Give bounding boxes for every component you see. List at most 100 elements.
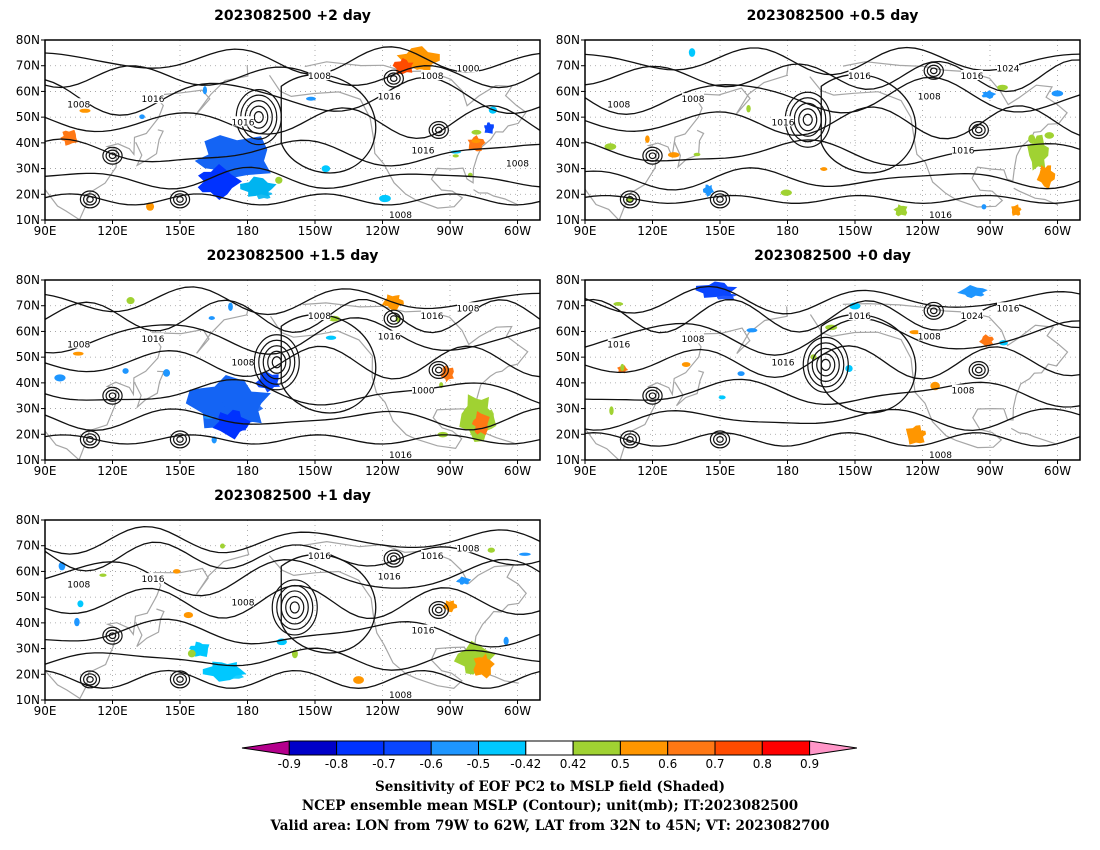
pressure-center-contour [968, 361, 989, 380]
isobar-label: 1008 [67, 580, 90, 590]
isobar-label-bg [412, 624, 434, 635]
lat-label: 50N [556, 350, 580, 364]
isobar-label-bg [997, 62, 1019, 73]
sensitivity-shade [981, 90, 997, 99]
lon-label: 120W [365, 224, 400, 238]
sensitivity-patch [187, 649, 196, 658]
pressure-center-contour [428, 361, 449, 380]
lat-label: 30N [16, 162, 40, 176]
pressure-center-contour [926, 64, 941, 78]
isobar-label: 1008 [421, 72, 444, 82]
sensitivity-patch [609, 406, 614, 416]
isobar-line [45, 669, 540, 689]
sensitivity-shade [212, 409, 251, 440]
sensitivity-patch [909, 330, 921, 335]
pressure-center-contour [807, 342, 845, 388]
pressure-center-contour [383, 549, 404, 568]
colorbar-segment [288, 740, 338, 756]
pressure-center-contour [105, 149, 120, 162]
isobar-label: 1000 [412, 387, 435, 397]
pressure-center-contour [169, 670, 191, 689]
lat-label: 60N [16, 324, 40, 338]
lon-label: 90W [976, 464, 1003, 478]
sensitivity-shade [255, 371, 281, 393]
colorbar-segment [478, 740, 527, 756]
colorbar-label: -0.8 [325, 757, 348, 771]
pressure-center-contour [105, 629, 120, 642]
lon-label: 150E [165, 224, 196, 238]
colorbar-label: 0.5 [611, 757, 630, 771]
isobar-line [585, 105, 1080, 140]
lat-label: 20N [556, 427, 580, 441]
pressure-center-contour [968, 120, 989, 139]
isobar-label-bg [421, 550, 443, 560]
isobar-label: 1016 [421, 312, 444, 322]
lon-label: 90W [436, 224, 463, 238]
pressure-center-contour [926, 304, 941, 318]
pressure-center-contour [108, 632, 117, 640]
sensitivity-shade [255, 189, 273, 200]
sensitivity-patch [693, 152, 701, 157]
pressure-center-contour [428, 600, 449, 619]
lon-label: 120E [97, 224, 128, 238]
isobar-label-bg [952, 144, 974, 155]
isobar-line [585, 76, 1080, 115]
pressure-center-contour [79, 430, 101, 449]
sensitivity-patch [620, 363, 625, 372]
pressure-center-contour [82, 433, 97, 446]
sensitivity-shade [202, 661, 247, 682]
lon-label: 180 [236, 224, 259, 238]
coastline [473, 189, 518, 206]
map-content: 1016 1008 1016 1016 1008 1024 1016 1008 1008 [585, 280, 1080, 461]
pressure-center-contour [626, 196, 634, 203]
isobar-label-bg [421, 70, 443, 80]
isobar-label: 1008 [308, 72, 331, 82]
colorbar-label: 0.42 [560, 757, 587, 771]
panel-title: 2023082500 +1.5 day [207, 248, 379, 264]
isobar-label-bg [607, 98, 630, 109]
lat-label: 60N [16, 564, 40, 578]
isobar-label-bg [308, 310, 331, 320]
lat-label: 30N [556, 402, 580, 416]
pressure-center-contour [929, 307, 938, 315]
pressure-center-contour [619, 190, 641, 209]
pressure-center-contour [271, 579, 318, 636]
lat-label: 30N [16, 642, 40, 656]
lon-label: 150W [298, 224, 333, 238]
sensitivity-patch [519, 552, 531, 556]
colorbar-segment [383, 740, 432, 756]
isobar-line [585, 345, 1080, 380]
isobar-label-bg [378, 570, 401, 581]
pressure-center-contour [642, 146, 663, 165]
sensitivity-patch [202, 86, 208, 95]
pressure-center-contour [383, 69, 404, 88]
sensitivity-patch [718, 395, 726, 400]
pressure-center-contour [619, 430, 641, 449]
colorbar-label: -0.7 [372, 757, 395, 771]
lon-label: 90E [574, 224, 597, 238]
sensitivity-shade [716, 291, 737, 300]
colorbar-segment [525, 740, 574, 756]
pressure-center-contour [383, 309, 404, 328]
lat-label: 60N [16, 84, 40, 98]
lon-label: 120W [905, 224, 940, 238]
pressure-center-contour [709, 430, 731, 449]
sensitivity-patch [746, 104, 751, 113]
isobar-label-bg [848, 70, 871, 80]
pressure-center-contour [974, 126, 983, 134]
isobar-line [45, 65, 540, 89]
isobar-label-bg [142, 573, 164, 584]
pressure-center-contour [434, 606, 443, 614]
isobar-line [585, 59, 1080, 93]
lon-label: 150W [298, 704, 333, 718]
lat-label: 40N [16, 136, 40, 150]
isobar-line [45, 407, 540, 432]
sensitivity-patch [471, 139, 481, 144]
isobar-label-bg [997, 302, 1019, 313]
isobar-label-bg [918, 330, 941, 341]
pressure-center-contour [798, 108, 818, 132]
isobar-label: 1008 [929, 451, 952, 461]
colorbar-segment [761, 740, 811, 756]
sensitivity-shade [979, 334, 994, 348]
